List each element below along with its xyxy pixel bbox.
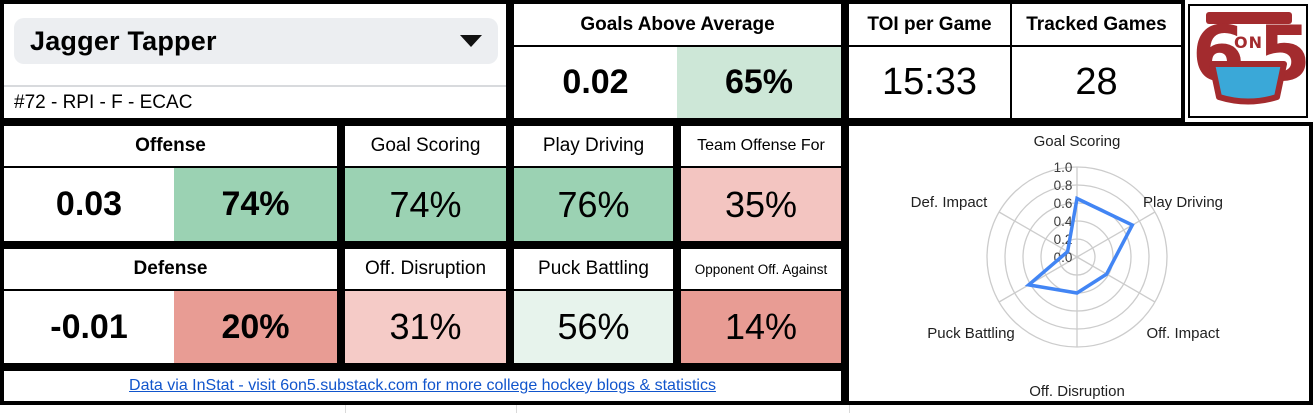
defense-percentile: 20% bbox=[174, 291, 337, 363]
play-driving-block: Play Driving 76% bbox=[510, 122, 677, 245]
svg-text:0.8: 0.8 bbox=[1054, 178, 1073, 193]
gaa-value: 0.02 bbox=[562, 63, 629, 101]
off-disruption-block: Off. Disruption 31% bbox=[341, 245, 510, 367]
opponent-off-against-value: 14% bbox=[681, 291, 841, 363]
footer-bar: Data via InStat - visit 6on5.substack.co… bbox=[0, 367, 845, 405]
usage-panel: TOI per Game 15:33 Tracked Games 28 bbox=[845, 0, 1185, 122]
tracked-games-value: 28 bbox=[1075, 61, 1118, 103]
defense-header: Defense bbox=[4, 249, 337, 291]
divider bbox=[4, 85, 506, 87]
puck-battling-header: Puck Battling bbox=[514, 249, 673, 291]
svg-text:Goal Scoring: Goal Scoring bbox=[1034, 133, 1121, 150]
team-offense-for-value: 35% bbox=[681, 168, 841, 241]
svg-text:ON: ON bbox=[1234, 33, 1263, 52]
6on5-logo-graphic: 6 5 ON bbox=[1192, 9, 1311, 105]
tracked-games-header: Tracked Games bbox=[1012, 4, 1181, 47]
svg-text:1.0: 1.0 bbox=[1054, 160, 1073, 175]
svg-text:0.4: 0.4 bbox=[1054, 214, 1073, 229]
tracked-games-column: Tracked Games 28 bbox=[1012, 4, 1181, 118]
svg-text:Off. Impact: Off. Impact bbox=[1146, 325, 1220, 342]
defense-rating-block: Defense -0.01 20% bbox=[0, 245, 341, 367]
svg-text:0.6: 0.6 bbox=[1054, 196, 1073, 211]
gridline bbox=[345, 405, 346, 413]
opponent-off-against-header: Opponent Off. Against bbox=[681, 249, 841, 291]
defense-value: -0.01 bbox=[50, 307, 128, 346]
player-details: #72 - RPI - F - ECAC bbox=[14, 92, 193, 113]
footer-link[interactable]: Data via InStat - visit 6on5.substack.co… bbox=[129, 377, 716, 394]
offense-percentile: 74% bbox=[174, 168, 337, 241]
player-name: Jagger Tapper bbox=[30, 25, 217, 56]
player-info-panel: Jagger Tapper #72 - RPI - F - ECAC bbox=[0, 0, 510, 122]
goal-scoring-block: Goal Scoring 74% bbox=[341, 122, 510, 245]
gaa-header: Goals Above Average bbox=[514, 4, 841, 47]
svg-text:Puck Battling: Puck Battling bbox=[927, 325, 1015, 342]
goal-scoring-value: 74% bbox=[345, 168, 506, 241]
off-disruption-value: 31% bbox=[345, 291, 506, 363]
svg-text:Play Driving: Play Driving bbox=[1143, 194, 1223, 211]
goals-above-average-panel: Goals Above Average 0.02 65% bbox=[510, 0, 845, 122]
off-disruption-header: Off. Disruption bbox=[345, 249, 506, 291]
play-driving-header: Play Driving bbox=[514, 126, 673, 168]
goal-scoring-header: Goal Scoring bbox=[345, 126, 506, 168]
toi-value: 15:33 bbox=[881, 61, 978, 103]
toi-header: TOI per Game bbox=[849, 4, 1010, 47]
offense-value: 0.03 bbox=[55, 185, 123, 223]
radar-panel: 0.0 0.2 0.4 0.6 0.8 1.0 Goal Scoring Play Drivi… bbox=[845, 122, 1313, 405]
6on5-logo: 6 5 ON bbox=[1188, 4, 1311, 118]
toi-per-game-column: TOI per Game 15:33 bbox=[849, 4, 1012, 118]
puck-battling-block: Puck Battling 56% bbox=[510, 245, 677, 367]
puck-battling-value: 56% bbox=[514, 291, 673, 363]
offense-header: Offense bbox=[4, 126, 337, 168]
team-offense-for-header: Team Offense For bbox=[681, 126, 841, 168]
player-select-dropdown[interactable]: Jagger Tapper bbox=[14, 18, 498, 64]
offense-rating-block: Offense 0.03 74% bbox=[0, 122, 341, 245]
svg-text:Def. Impact: Def. Impact bbox=[911, 194, 989, 211]
team-offense-for-block: Team Offense For 35% bbox=[677, 122, 845, 245]
gaa-percentile: 65% bbox=[677, 47, 841, 118]
chevron-down-icon bbox=[460, 35, 482, 47]
gridline bbox=[849, 405, 850, 413]
gridline bbox=[516, 405, 517, 413]
svg-text:Off. Disruption: Off. Disruption bbox=[1029, 383, 1125, 400]
play-driving-value: 76% bbox=[514, 168, 673, 241]
opponent-off-against-block: Opponent Off. Against 14% bbox=[677, 245, 845, 367]
